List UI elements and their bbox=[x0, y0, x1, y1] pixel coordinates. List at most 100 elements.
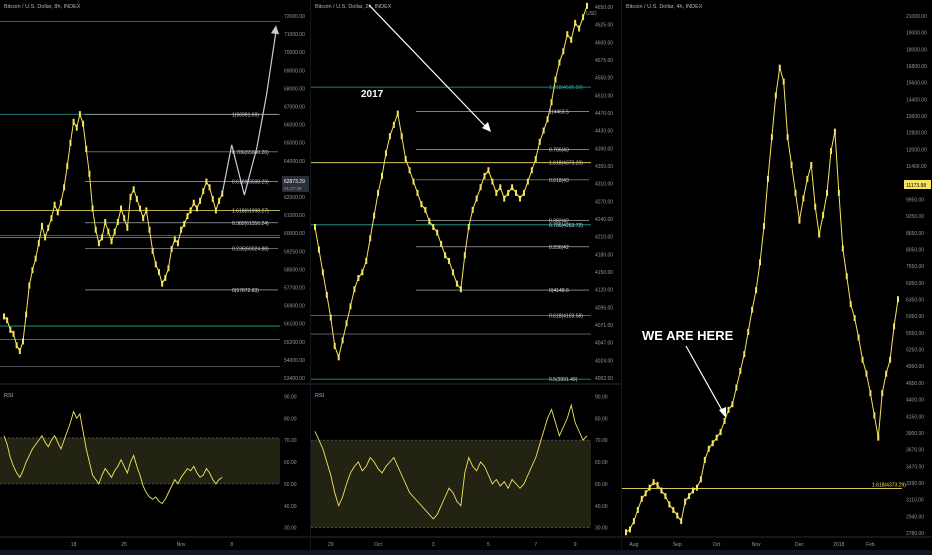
price-tick-label: 8650.00 bbox=[906, 231, 924, 237]
candle-point bbox=[515, 189, 518, 196]
price-tick-label: 4510.00 bbox=[595, 93, 613, 99]
price-axis-4h[interactable]: 21000.00 19000.00 18000.00 16800.00 15600.00… bbox=[906, 14, 927, 537]
candle-point bbox=[107, 228, 110, 235]
candle-point bbox=[676, 512, 679, 519]
candle-point bbox=[578, 25, 581, 32]
price-axis-2h[interactable]: 4650.00 4625.00 4600.00 4575.00 4550.00 4510.… bbox=[595, 5, 613, 382]
price-tick-label: 72000.00 bbox=[284, 14, 305, 20]
candle-point bbox=[554, 76, 557, 83]
candle-point bbox=[3, 313, 5, 320]
price-tick-label: 65000.00 bbox=[284, 141, 305, 147]
candle-point bbox=[570, 36, 573, 43]
candle-point bbox=[135, 195, 138, 202]
price-axis-8h[interactable]: 72000.00 71000.00 70000.00 69000.00 68000.00… bbox=[284, 14, 305, 382]
chart-4h[interactable]: Bitcoin / U.S. Dollar, 4h, INDEX WE ARE … bbox=[622, 0, 932, 550]
price-tick-label: 11400.00 bbox=[906, 164, 927, 170]
candle-point bbox=[15, 342, 18, 349]
candle-point bbox=[91, 205, 94, 212]
price-tick-label: 4180.00 bbox=[595, 252, 613, 258]
fib-label-green: 1.618(4506.59) bbox=[549, 85, 583, 91]
candle-point bbox=[432, 223, 435, 230]
price-tick-label: 4071.00 bbox=[595, 323, 613, 329]
candle-point bbox=[314, 223, 316, 230]
candle-point bbox=[199, 197, 202, 204]
chart-panel-4h[interactable]: Bitcoin / U.S. Dollar, 4h, INDEX WE ARE … bbox=[622, 0, 932, 550]
candle-point bbox=[530, 167, 533, 174]
chart-8h[interactable]: Bitcoin / U.S. Dollar, 8h, INDEX 1(66991… bbox=[0, 0, 310, 550]
candle-point bbox=[164, 274, 167, 281]
candle-point bbox=[120, 205, 123, 212]
time-tick-label: 2018 bbox=[833, 542, 844, 548]
price-tick-label: 59250.00 bbox=[284, 249, 305, 255]
candle-point bbox=[885, 370, 888, 377]
candle-point bbox=[727, 406, 730, 413]
time-axis-2h[interactable]: 29 Oct 3 5 7 9 bbox=[328, 542, 577, 548]
price-tick-label: 54000.00 bbox=[284, 358, 305, 364]
candle-point bbox=[688, 493, 691, 500]
candle-point bbox=[21, 338, 24, 345]
price-tick-label: 57700.00 bbox=[284, 286, 305, 292]
fib-label: 1.618(4373.29) bbox=[872, 482, 906, 488]
price-tick-label: 64000.00 bbox=[284, 159, 305, 165]
price-line bbox=[625, 67, 899, 533]
candle-point bbox=[664, 493, 667, 500]
fib-label: 0(4148.6 bbox=[549, 288, 569, 294]
fib-label: 0.5(3991.49) bbox=[549, 377, 578, 383]
candle-point bbox=[373, 212, 376, 219]
candle-point bbox=[495, 189, 498, 196]
price-tick-label: 56100.00 bbox=[284, 322, 305, 328]
chart-panel-8h[interactable]: Bitcoin / U.S. Dollar, 8h, INDEX 1(66991… bbox=[0, 0, 310, 550]
candle-point bbox=[853, 315, 856, 322]
candle-point bbox=[170, 245, 173, 252]
price-unit: USD bbox=[586, 11, 597, 17]
price-tick-label: 4095.00 bbox=[595, 305, 613, 311]
candle-point bbox=[475, 195, 478, 202]
time-tick-label: 18 bbox=[71, 542, 77, 548]
candle-point bbox=[660, 487, 663, 494]
time-tick-label: Nov bbox=[177, 542, 186, 548]
candle-point bbox=[668, 501, 671, 508]
rsi-tick-label: 40.00 bbox=[284, 504, 297, 510]
chart-2h[interactable]: Bitcoin / U.S. Dollar, 2h, INDEX USD 201… bbox=[311, 0, 621, 550]
time-tick-label: Oct bbox=[713, 542, 721, 548]
candle-point bbox=[357, 274, 360, 281]
candle-point bbox=[142, 215, 145, 222]
candle-point bbox=[85, 145, 88, 152]
price-line bbox=[314, 5, 588, 360]
candle-point bbox=[341, 337, 344, 344]
current-price: 11173.98 bbox=[906, 183, 926, 189]
chart-panel-2h[interactable]: Bitcoin / U.S. Dollar, 2h, INDEX USD 201… bbox=[311, 0, 621, 550]
candle-point bbox=[881, 390, 884, 397]
price-tick-label: 4600.00 bbox=[595, 40, 613, 46]
candle-point bbox=[104, 219, 107, 226]
price-tick-label: 16800.00 bbox=[906, 64, 927, 70]
price-tick-label: 4240.00 bbox=[595, 217, 613, 223]
candle-point bbox=[167, 265, 170, 272]
candle-point bbox=[499, 184, 502, 191]
fib-label: 0.618(63508.29) bbox=[232, 179, 269, 185]
candle-point bbox=[550, 99, 553, 106]
candle-point bbox=[183, 220, 186, 227]
candle-point bbox=[566, 31, 569, 38]
price-tick-label: 3670.00 bbox=[906, 448, 924, 454]
price-tick-label: 5250.00 bbox=[906, 348, 924, 354]
projection-line bbox=[221, 31, 277, 196]
arrow-head-icon bbox=[719, 407, 726, 418]
candle-point bbox=[82, 120, 85, 127]
time-axis-4h[interactable]: Aug Sep Oct Nov Dec 2018 Feb bbox=[629, 542, 874, 548]
rsi-pane-8h bbox=[0, 410, 280, 505]
price-tick-label: 8050.00 bbox=[906, 247, 924, 253]
price-tick-label: 2940.00 bbox=[906, 514, 924, 520]
time-axis-8h[interactable]: 18 25 Nov 8 bbox=[71, 542, 234, 548]
candle-point bbox=[116, 219, 119, 226]
price-tick-label: 4625.00 bbox=[595, 23, 613, 29]
candle-point bbox=[774, 92, 777, 99]
candle-point bbox=[47, 224, 50, 231]
candle-point bbox=[337, 354, 340, 361]
candle-point bbox=[31, 267, 34, 274]
time-tick-label: 25 bbox=[121, 542, 127, 548]
rsi-tick-label: 70.00 bbox=[595, 438, 608, 444]
rsi-tick-label: 60.00 bbox=[284, 460, 297, 466]
candle-point bbox=[345, 320, 348, 327]
price-tick-label: 60000.00 bbox=[284, 231, 305, 237]
